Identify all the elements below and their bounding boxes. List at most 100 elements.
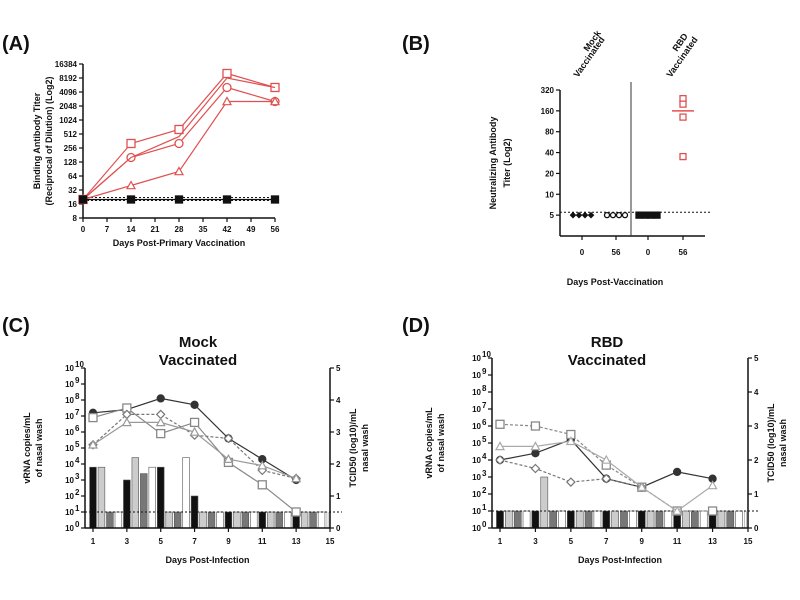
y-tick-label-a: 32 [68,186,77,195]
y2-tick-label-c: 5 [336,364,341,373]
data-point-d [530,441,541,451]
marker-triangle [494,441,506,451]
data-point-c [189,426,200,436]
y-tick-label-a: 16 [68,200,77,209]
y2-tick-label-c: 2 [336,460,341,469]
panel-label-a: (A) [2,33,30,55]
marker-triangle [636,481,647,491]
y-tick-label-a: 8 [73,214,78,223]
tcid50-bar-d [655,510,664,529]
marker-triangle [707,480,718,490]
y2-tick-label-c: 3 [336,428,341,437]
marker-triangle [87,439,99,449]
marker-square [679,152,687,161]
y-tick-exp-d: 9 [482,367,487,376]
data-point-b [587,211,595,219]
data-point-c [291,473,302,483]
marker-circle [174,138,184,149]
tcid50-bar-c [224,511,233,529]
data-point-d [531,449,540,458]
tcid50-bar-c [258,511,266,529]
x-tick-label-a: 28 [175,225,184,234]
marker-diamond [581,211,589,219]
data-point-d [601,473,612,484]
x-tick-label-d: 3 [533,537,538,546]
marker-diamond [530,463,541,474]
data-point-a [174,124,184,135]
marker-triangle [257,460,268,470]
data-point-a [222,68,232,79]
y-tick-exp-d: 6 [482,418,487,427]
series-line-a [82,100,275,201]
data-point-b [575,211,583,219]
marker-triangle [173,166,185,176]
marker-square [679,113,687,121]
y-tick-label-c: 10 [65,380,74,389]
y-tick-exp-d: 7 [482,401,487,410]
tcid50-bar-d [646,510,655,529]
tcid50-bar-c [233,511,241,529]
data-point-d [672,505,683,515]
data-point-c [189,417,200,428]
tcid50-bar-c [123,479,131,529]
marker-triangle [155,417,166,427]
x-axis-label-d: Days Post-Infection [578,555,662,565]
marker-circle [190,400,199,409]
x-tick-label-c: 9 [226,537,231,546]
data-point-d [707,480,718,490]
y-tick-label-b: 5 [550,211,555,220]
data-point-b [621,211,629,219]
marker-circle [621,211,629,219]
y2-tick-label-d: 1 [754,490,759,499]
marker-triangle [189,426,200,436]
tcid50-bar-c [106,511,114,529]
y-tick-exp-c: 6 [75,424,80,433]
y-tick-exp-c: 9 [75,376,80,385]
data-point-a [125,180,137,190]
data-point-a [222,82,232,93]
data-point-a [126,195,136,204]
y-tick-label-a: 4096 [59,88,77,97]
marker-diamond [569,211,577,219]
x-tick-label-d: 1 [498,537,503,546]
y2-tick-label-d: 4 [754,388,759,397]
marker-diamond [587,211,595,219]
tcid50-bar-d [531,510,540,529]
y2-tick-label-d: 2 [754,456,759,465]
x-tick-label-d: 15 [744,537,753,546]
y-axis-label-c: vRNA copies/mL [22,412,32,484]
y-tick-exp-d: 4 [482,452,487,461]
tcid50-bar-c [317,511,326,529]
tcid50-bar-d [726,510,735,529]
data-point-a [174,195,184,204]
marker-square [530,421,541,431]
marker-square [641,211,649,219]
data-point-b [635,211,643,219]
data-point-c [155,417,166,427]
x-tick-label-a: 56 [271,225,280,234]
data-point-d [495,455,505,465]
marker-circle [156,394,165,403]
tcid50-bar-d [513,510,522,529]
y-tick-exp-c: 2 [75,488,80,497]
y-tick-label-c: 10 [65,476,74,485]
y2-axis-label-c: TCID50 (log10)/mL [348,408,358,488]
y-tick-label-c: 10 [65,508,74,517]
data-point-a [221,96,233,106]
x-axis-label-b: Days Post-Vaccination [567,277,664,287]
data-point-d [494,441,506,451]
tcid50-bar-d [735,510,743,529]
data-point-b [641,211,649,219]
y-tick-label-c: 10 [65,460,74,469]
y-tick-label-c: 10 [65,524,74,533]
y-tick-label-b: 10 [545,190,554,199]
x-axis-label-a: Days Post-Primary Vaccination [113,238,246,248]
y-tick-exp-d: 10 [482,350,491,359]
y-tick-label-a: 2048 [59,102,77,111]
y-tick-label-c: 10 [65,444,74,453]
data-point-c [257,480,267,490]
x-tick-label-a: 49 [247,225,256,234]
tcid50-bar-d [522,510,531,529]
y2-tick-label-c: 4 [336,396,341,405]
